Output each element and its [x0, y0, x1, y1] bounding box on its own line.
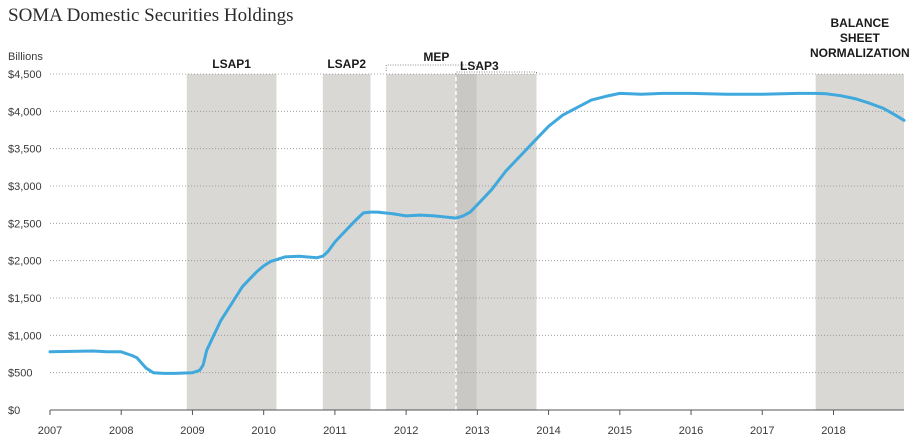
y-tick-label: $2,500: [8, 218, 42, 230]
chart-title: SOMA Domestic Securities Holdings: [8, 5, 294, 26]
x-tick-label: 2011: [323, 425, 347, 437]
x-tick-label: 2009: [180, 425, 204, 437]
gridlines: [50, 73, 904, 374]
axes: $0 $500 $1,000 $1,500 $2,000 $2,500 $3,000 $3,5…: [8, 69, 904, 437]
band-label-normalization-line: NORMALIZATION: [810, 46, 909, 60]
band-label-mep: MEP: [423, 50, 449, 64]
x-tick-label: 2014: [536, 425, 560, 437]
series-line-soma-holdings: [48, 91, 906, 375]
series-layer: [48, 91, 906, 375]
band-label-normalization-line: SHEET: [840, 31, 881, 45]
x-tick-label: 2018: [821, 425, 845, 437]
band-label-lsap2: LSAP2: [327, 57, 366, 71]
y-tick-label: $3,500: [8, 144, 42, 156]
x-tick-label: 2010: [251, 425, 275, 437]
band-balance-sheet-normalization: [815, 74, 904, 410]
band-label-normalization-line: BALANCE: [831, 16, 890, 30]
y-tick-label: $4,000: [8, 106, 42, 118]
x-tick-label: 2017: [750, 425, 774, 437]
band-lsap1: [186, 74, 277, 410]
x-tick-label: 2013: [465, 425, 489, 437]
x-tick-label: 2016: [679, 425, 703, 437]
x-tick-label: 2007: [38, 425, 62, 437]
mep-bracket: [385, 64, 478, 71]
y-axis-unit-label: Billions: [8, 51, 43, 63]
y-tick-label: $1,000: [8, 330, 42, 342]
band-labels: LSAP1 LSAP2 MEP LSAP3 BALANCESHEETNORMALIZAT…: [212, 16, 909, 74]
y-tick-label: $4,500: [8, 69, 42, 81]
y-tick-label: $0: [8, 405, 20, 417]
x-tick-label: 2015: [608, 425, 632, 437]
y-tick-label: $2,000: [8, 256, 42, 268]
x-tick-label: 2008: [109, 425, 133, 437]
band-label-lsap3: LSAP3: [460, 59, 499, 73]
y-tick-label: $500: [8, 368, 32, 380]
band-mep-lsap3-overlap: [455, 74, 477, 410]
y-tick-label: $3,000: [8, 181, 42, 193]
band-lsap2: [322, 74, 371, 410]
shaded-bands: [186, 70, 904, 410]
y-tick-label: $1,500: [8, 293, 42, 305]
lsap3-bracket: [455, 71, 537, 74]
x-tick-label: 2012: [394, 425, 418, 437]
band-label-lsap1: LSAP1: [212, 57, 251, 71]
